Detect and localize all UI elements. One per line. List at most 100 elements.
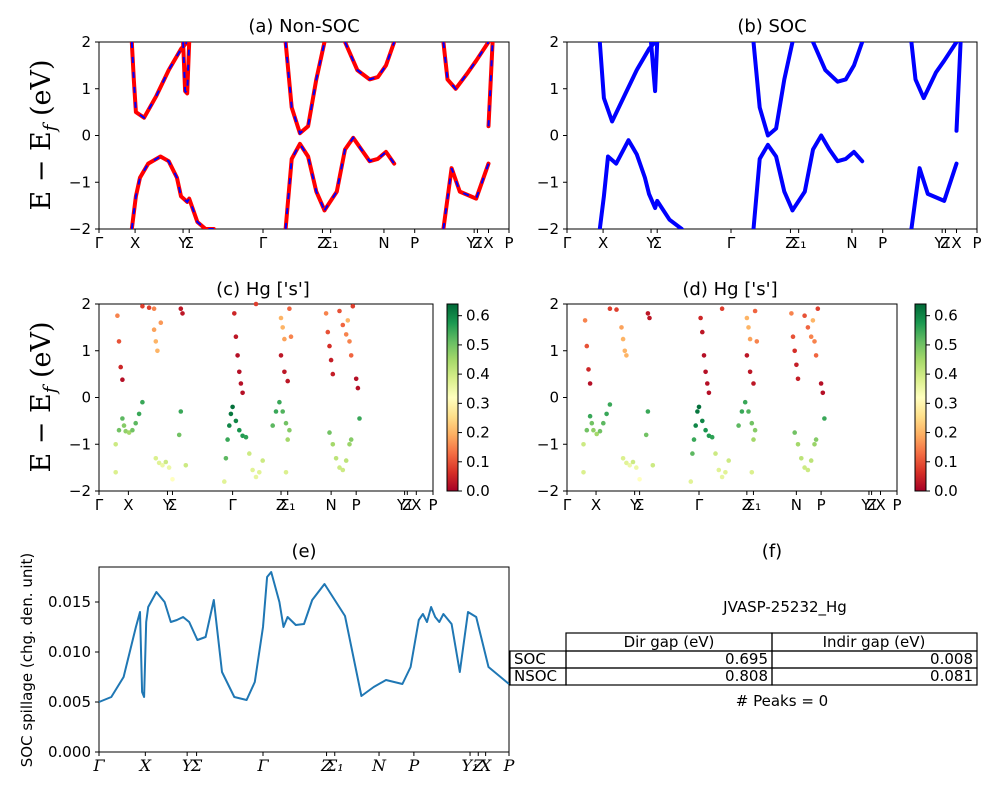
panel-a-xtick-label: Z xyxy=(472,234,482,252)
band-line xyxy=(441,42,491,91)
band-line xyxy=(790,133,865,213)
scatter-point xyxy=(792,348,797,354)
colorbar-d-tick-label: 0.0 xyxy=(934,482,958,500)
panel-d-ytick-label: 1 xyxy=(549,342,559,360)
panel-c-ytick-label: 1 xyxy=(81,342,91,360)
panel-e-xtick-label: Γ xyxy=(256,756,269,775)
scatter-point xyxy=(739,409,745,414)
band-line-overlay xyxy=(182,42,191,96)
scatter-point xyxy=(808,334,814,340)
scatter-point xyxy=(749,420,755,426)
panel-e-xtick-label: Σ₁ xyxy=(325,756,344,775)
colorbar-d-tick-label: 0.6 xyxy=(934,307,958,325)
scatter-point xyxy=(619,325,624,330)
scatter-point xyxy=(813,437,819,442)
scatter-point xyxy=(747,369,753,375)
band-line xyxy=(322,135,397,213)
scatter-point xyxy=(222,479,227,484)
panel-a-xtick-label: Σ₁ xyxy=(323,234,339,252)
panel-c-xtick-label: Σ xyxy=(168,496,177,514)
panel-d-xtick-label: N xyxy=(791,496,802,514)
panel-d-xtick-label: Γ xyxy=(563,496,572,514)
scatter-point xyxy=(280,409,286,414)
scatter-point xyxy=(333,456,339,461)
scatter-point xyxy=(703,427,708,433)
scatter-point xyxy=(136,411,142,417)
table-row-soc-indir: 0.008 xyxy=(930,650,973,668)
scatter-point xyxy=(160,463,165,468)
scatter-point xyxy=(822,416,827,421)
panel-b-xtick-label: Z xyxy=(785,234,795,252)
panel-b-ytick-label: 1 xyxy=(549,80,559,98)
scatter-point xyxy=(719,306,725,312)
scatter-point xyxy=(343,458,349,463)
panel-e-ytick-label: 0.005 xyxy=(48,693,91,711)
scatter-point xyxy=(176,432,182,438)
scatter-point xyxy=(237,427,242,433)
band-line xyxy=(441,161,491,229)
table-row-soc-dir: 0.695 xyxy=(725,650,768,668)
panel-a-xtick-label: N xyxy=(378,234,389,252)
colorbar-c xyxy=(446,303,459,492)
panel-c-frame xyxy=(98,303,434,492)
scatter-point xyxy=(709,434,715,440)
panel-c-title: (c) Hg ['s'] xyxy=(216,279,310,300)
scatter-point xyxy=(581,470,586,475)
scatter-point xyxy=(726,458,731,463)
panel-b-xtick-label: P xyxy=(878,234,887,252)
panel-b-xtick-label: Σ xyxy=(652,234,661,252)
band-line xyxy=(649,42,660,94)
panel-a-xtick-label: Z xyxy=(317,234,327,252)
scatter-point xyxy=(170,477,175,482)
panel-c-xtick-label: Γ xyxy=(95,496,104,514)
scatter-point xyxy=(701,353,707,358)
panel-a-xtick-label: Y₁ xyxy=(466,234,482,252)
scatter-point xyxy=(746,409,751,414)
scatter-point xyxy=(812,339,817,344)
colorbar-c-tick-label: 0.4 xyxy=(466,365,490,383)
scatter-point xyxy=(337,308,342,314)
scatter-point xyxy=(113,470,118,475)
scatter-point xyxy=(115,313,120,319)
colorbar-d-tick-label: 0.1 xyxy=(934,453,958,471)
scatter-point xyxy=(706,390,712,396)
panel-a-xtick-label: X xyxy=(483,234,493,252)
scatter-point xyxy=(323,311,329,316)
scatter-point xyxy=(130,427,135,433)
scatter-point xyxy=(597,428,603,434)
scatter-point xyxy=(240,390,245,396)
scatter-point xyxy=(140,399,145,405)
panel-e-xtick-label: P xyxy=(407,756,419,775)
panel-d-xtick-label: Σ xyxy=(635,496,644,514)
band-line-overlay xyxy=(442,42,490,91)
scatter-point xyxy=(153,339,159,344)
scatter-point xyxy=(178,409,184,414)
panel-d-xtick-label: P xyxy=(817,496,826,514)
scatter-point xyxy=(700,418,705,424)
scatter-point xyxy=(121,423,127,428)
panel-c-xtick-label: Y₁ xyxy=(396,496,412,514)
panel-b-xtick-label: Γ xyxy=(563,234,572,252)
scatter-point xyxy=(347,339,352,344)
gap-table: JVASP-25232_Hg Dir gap (eV) Indir gap (e… xyxy=(509,598,978,710)
panel-b-xtick-label: Y xyxy=(645,234,656,252)
scatter-point xyxy=(146,305,152,311)
scatter-point xyxy=(582,318,588,323)
colorbar-d xyxy=(914,303,927,492)
scatter-point xyxy=(120,377,125,383)
band-line xyxy=(597,42,658,124)
scatter-point xyxy=(348,437,354,442)
scatter-point xyxy=(327,343,332,349)
band-line xyxy=(751,142,795,229)
band-line xyxy=(909,161,959,229)
scatter-point xyxy=(348,353,354,358)
band-line xyxy=(811,42,865,84)
scatter-point xyxy=(622,348,628,354)
table-row-nsoc-indir-cell xyxy=(771,667,978,686)
scatter-point xyxy=(223,456,229,461)
scatter-point xyxy=(330,442,336,447)
panel-c-xtick-label: Y xyxy=(162,496,173,514)
scatter-point xyxy=(799,456,804,461)
